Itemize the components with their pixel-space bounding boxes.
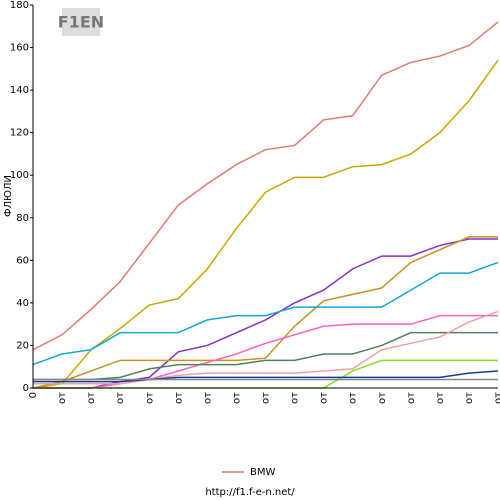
y-tick-label: 0: [23, 383, 29, 394]
y-tick-label: 160: [10, 43, 29, 54]
y-tick-label: 60: [16, 255, 29, 266]
x-tick-label: от: [406, 392, 417, 404]
x-tick-label: от: [377, 392, 388, 404]
logo: F1EN: [58, 13, 104, 32]
x-tick-label: от: [57, 392, 68, 404]
x-tick-label: от: [464, 392, 475, 404]
y-tick-label: 20: [16, 340, 29, 351]
series-line: [32, 59, 499, 389]
y-tick-label: 40: [16, 298, 29, 309]
series-line: [33, 314, 498, 389]
x-tick-label: от: [261, 392, 272, 404]
logo-box: [62, 8, 100, 36]
x-tick-label: от: [231, 392, 242, 404]
x-tick-label: от: [115, 392, 126, 404]
footer: http://f1.f-e-n.net/: [205, 487, 295, 498]
series-line: [32, 261, 499, 366]
x-tick-label: от: [144, 392, 155, 404]
x-tick-label: от: [202, 392, 213, 404]
x-tick-label: от: [435, 392, 446, 404]
x-tick-label: от: [493, 392, 500, 404]
x-tick-label: от: [290, 392, 301, 404]
x-tick-label: от: [319, 392, 330, 404]
y-tick-label: 180: [10, 0, 29, 11]
x-tick-label: 0: [28, 392, 39, 398]
legend-label: BMW: [250, 467, 275, 478]
y-tick-label: 80: [16, 213, 29, 224]
series-line: [33, 370, 499, 383]
y-tick-label: 140: [10, 85, 29, 96]
series-line: [32, 236, 498, 389]
x-tick-label: от: [348, 392, 359, 404]
series-line: [33, 238, 498, 389]
y-tick-label: 100: [10, 170, 29, 181]
series-line: [32, 21, 499, 351]
series-line: [33, 310, 499, 385]
x-tick-label: от: [173, 392, 184, 404]
y-tick-label: 120: [10, 128, 29, 139]
y-axis-title: ФЛЮЛИ: [3, 175, 14, 217]
series-line: [33, 331, 498, 381]
x-tick-label: от: [86, 392, 97, 404]
